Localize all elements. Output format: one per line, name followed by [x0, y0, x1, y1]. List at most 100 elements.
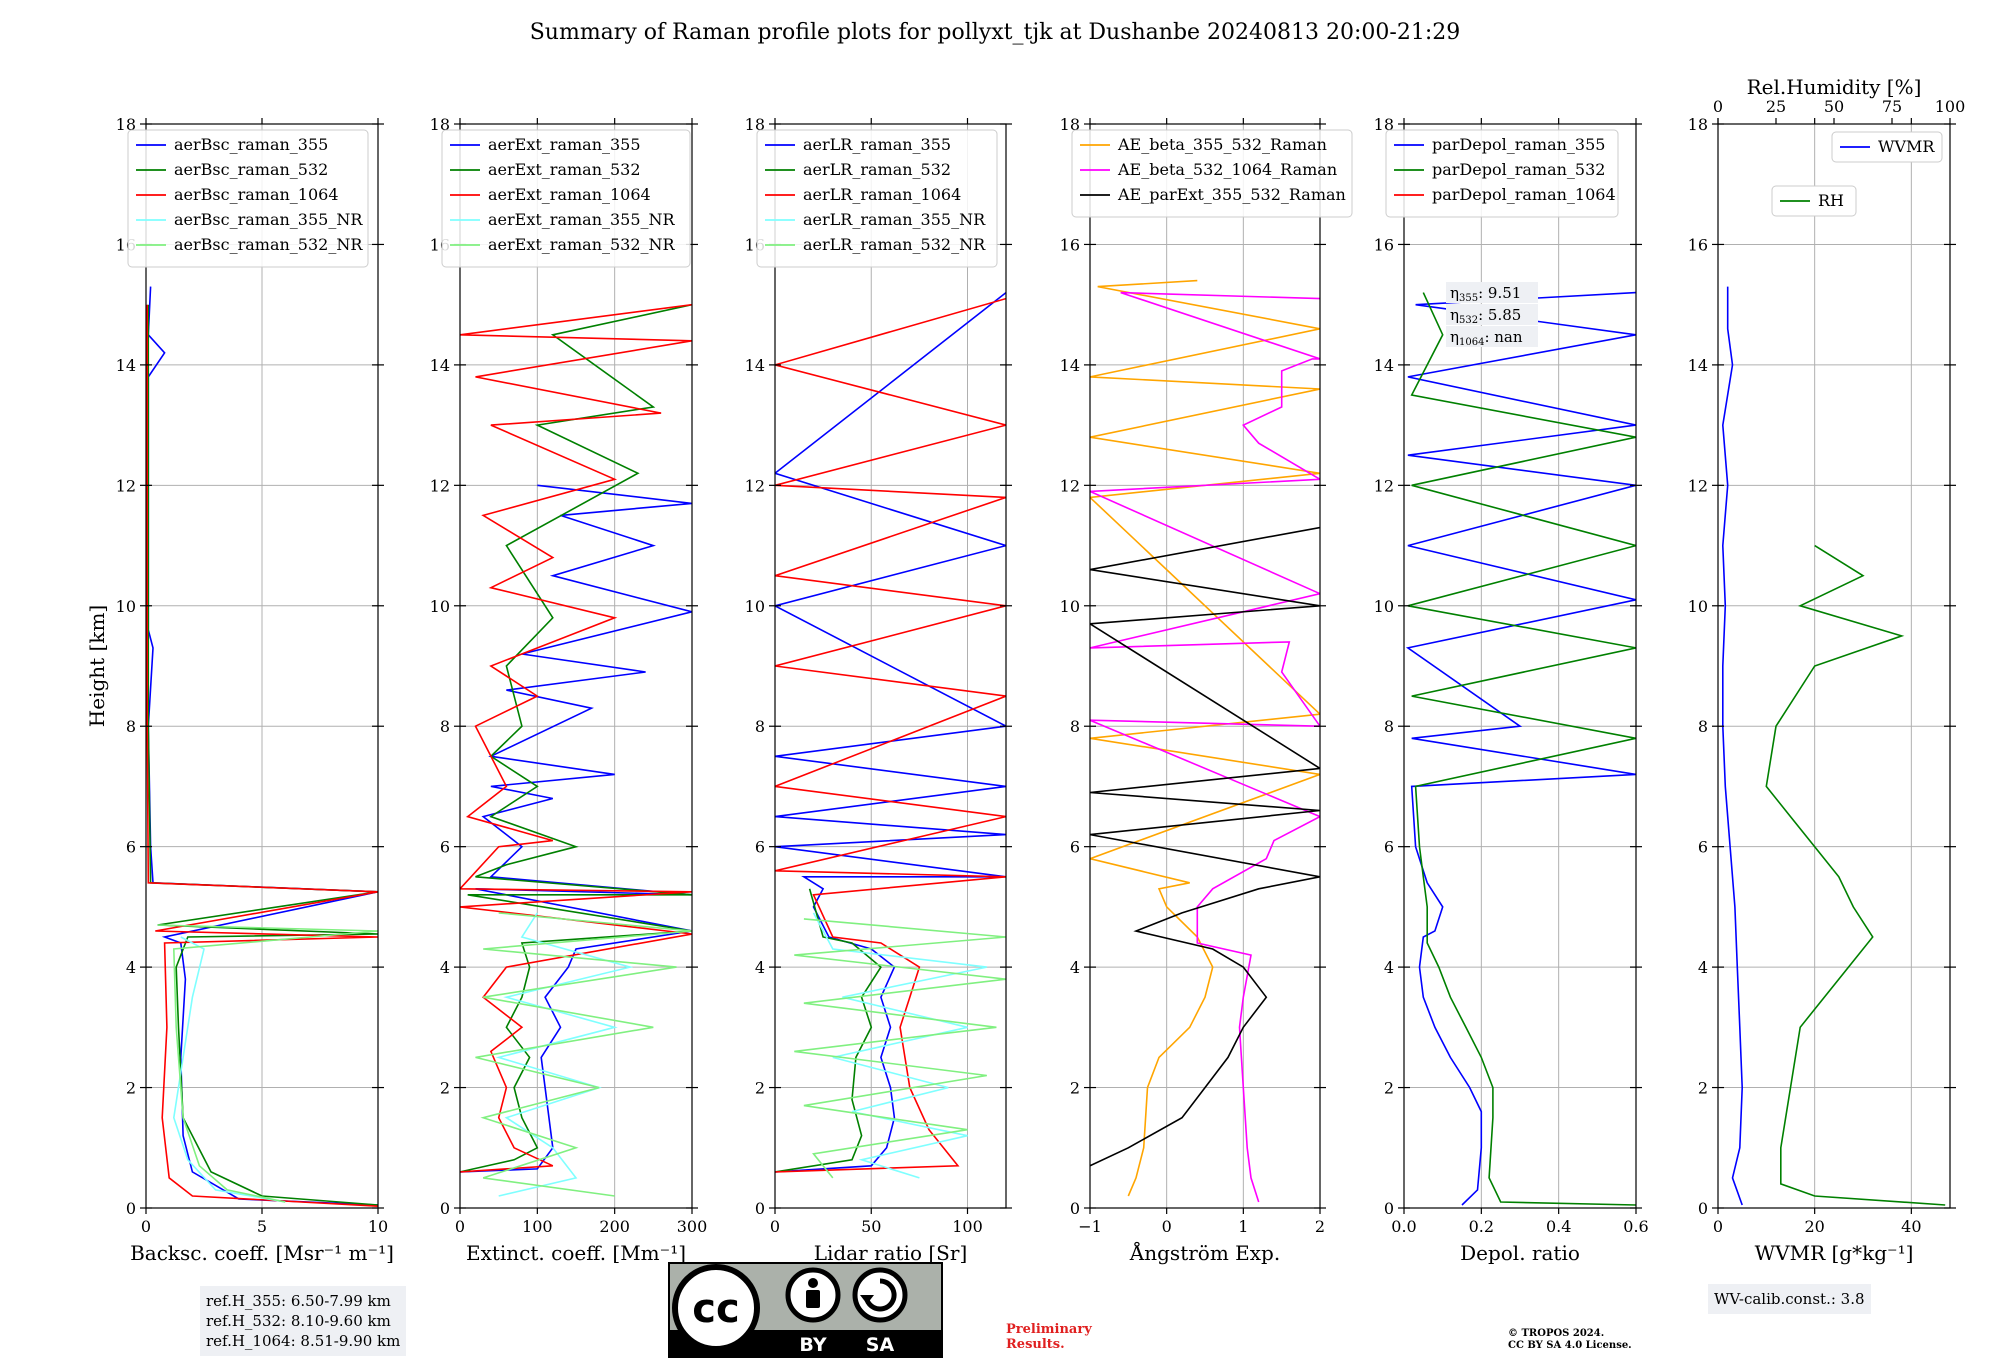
by-label: BY [799, 1334, 826, 1356]
y-tick-label: 8 [1070, 717, 1080, 736]
x-tick-label: 0.2 [1469, 1217, 1494, 1236]
y-tick-label: 4 [1698, 958, 1708, 977]
series-line-aerLR_raman_355_NR [812, 912, 987, 1179]
series-line-AE_parExt_355_532_Raman [1090, 526, 1320, 1167]
y-tick-label: 8 [126, 717, 136, 736]
ref-height-355: ref.H_355: 6.50-7.99 km [206, 1292, 391, 1310]
y-tick-label: 12 [1374, 476, 1394, 495]
cc-icon [672, 1264, 760, 1352]
x-tick-label: 50 [861, 1217, 881, 1236]
x-tick-label: 100 [952, 1217, 983, 1236]
x-tick-label: 0.4 [1546, 1217, 1571, 1236]
legend-entry: aerBsc_raman_355_NR [174, 210, 363, 229]
top-x-tick-label: 100 [1935, 97, 1966, 116]
wv-calib-box: WV-calib.const.: 3.8 [1708, 1284, 1871, 1314]
ref-height-1064: ref.H_1064: 8.51-9.90 km [206, 1332, 401, 1350]
ref-height-532: ref.H_532: 8.10-9.60 km [206, 1312, 391, 1330]
person-head-icon [808, 1278, 818, 1288]
series-group [775, 291, 1006, 1179]
y-tick-label: 10 [1374, 597, 1394, 616]
axes-frame [1717, 123, 1951, 1209]
y-tick-label: 10 [116, 597, 136, 616]
y-tick-label: 6 [1384, 838, 1394, 857]
y-tick-label: 0 [755, 1199, 765, 1218]
y-tick-label: 8 [440, 717, 450, 736]
y-tick-label: 12 [1688, 476, 1708, 495]
legend-entry: parDepol_raman_1064 [1432, 185, 1616, 204]
y-tick-label: 10 [745, 597, 765, 616]
y-tick-label: 8 [1698, 717, 1708, 736]
y-tick-label: 12 [116, 476, 136, 495]
legend-entry: aerExt_raman_1064 [488, 185, 651, 204]
legend-entry: parDepol_raman_355 [1432, 135, 1605, 154]
x-tick-label: 20 [1804, 1217, 1824, 1236]
y-tick-label: 14 [745, 356, 765, 375]
y-tick-label: 18 [1060, 115, 1080, 134]
y-tick-label: 8 [1384, 717, 1394, 736]
cc-by-sa-logo: cc BY SA [668, 1262, 943, 1358]
x-axis-label: Lidar ratio [Sr] [814, 1241, 968, 1265]
eta-label-bg [1446, 326, 1538, 347]
series-line-AE_beta_532_1064_Raman [1090, 291, 1320, 1203]
eta-label-532: η532: 5.85 [1450, 306, 1521, 326]
legend-entry: AE_beta_532_1064_Raman [1117, 160, 1337, 179]
legend-entry: aerLR_raman_355_NR [803, 210, 986, 229]
x-tick-label: 300 [677, 1217, 708, 1236]
series-group [146, 286, 378, 1207]
axes-frame [774, 123, 1007, 1209]
eta-label-bg [1446, 304, 1538, 325]
series-line-aerBsc_raman_355_NR [172, 936, 286, 1203]
y-tick-label: 0 [126, 1199, 136, 1218]
y-tick-label: 2 [1384, 1079, 1394, 1098]
copyright-note: © TROPOS 2024. CC BY SA 4.0 License. [1508, 1328, 1632, 1352]
y-tick-label: 14 [116, 356, 136, 375]
series-line-aerExt_raman_355_NR [495, 912, 634, 1197]
legend-box [1831, 131, 1943, 163]
x-axis-label: Ångström Exp. [1129, 1240, 1280, 1265]
x-tick-label: 0.0 [1391, 1217, 1416, 1236]
ref-height-box: ref.H_355: 6.50-7.99 km ref.H_532: 8.10-… [200, 1286, 407, 1356]
legend-box [756, 129, 998, 268]
series-line-aerBsc_raman_532_NR [157, 924, 378, 1203]
legend-entry: aerLR_raman_532 [803, 160, 951, 179]
legend-box [1771, 185, 1857, 217]
y-tick-label: 0 [1384, 1199, 1394, 1218]
copyright-line-1: © TROPOS 2024. [1508, 1328, 1605, 1339]
person-body-icon [806, 1290, 820, 1308]
y-tick-label: 12 [745, 476, 765, 495]
preliminary-note: Preliminary Results. [1006, 1322, 1092, 1352]
y-tick-label: 0 [1698, 1199, 1708, 1218]
legend-entry: aerLR_raman_532_NR [803, 235, 986, 254]
top-x-tick-label: 25 [1766, 97, 1786, 116]
y-tick-label: 0 [1070, 1199, 1080, 1218]
y-tick-label: 16 [1688, 235, 1708, 254]
wv-calib-text: WV-calib.const.: 3.8 [1714, 1290, 1865, 1308]
sa-label: SA [866, 1334, 895, 1356]
cc-glyph: cc [692, 1286, 739, 1332]
axes-frame [1089, 123, 1321, 1209]
top-axis-label: Rel.Humidity [%] [1747, 75, 1922, 99]
y-tick-label: 12 [430, 476, 450, 495]
y-tick-label: 18 [116, 115, 136, 134]
preliminary-line-2: Results. [1006, 1337, 1065, 1352]
y-tick-label: 18 [745, 115, 765, 134]
y-tick-label: 2 [1070, 1079, 1080, 1098]
y-tick-label: 6 [440, 838, 450, 857]
legend-entry: AE_parExt_355_532_Raman [1117, 185, 1346, 204]
y-tick-label: 2 [440, 1079, 450, 1098]
legend-box [1385, 129, 1619, 218]
x-tick-label: 0 [770, 1217, 780, 1236]
y-tick-label: 0 [440, 1199, 450, 1218]
x-tick-label: 0 [1713, 1217, 1723, 1236]
axes-frame [459, 123, 693, 1209]
y-tick-label: 4 [755, 958, 765, 977]
axes-frame [1403, 123, 1637, 1209]
series-line-aerLR_raman_532 [775, 888, 882, 1173]
legend-box [127, 129, 369, 268]
y-tick-label: 18 [1374, 115, 1394, 134]
legend-entry: RH [1818, 191, 1844, 210]
x-tick-label: −1 [1078, 1217, 1102, 1236]
